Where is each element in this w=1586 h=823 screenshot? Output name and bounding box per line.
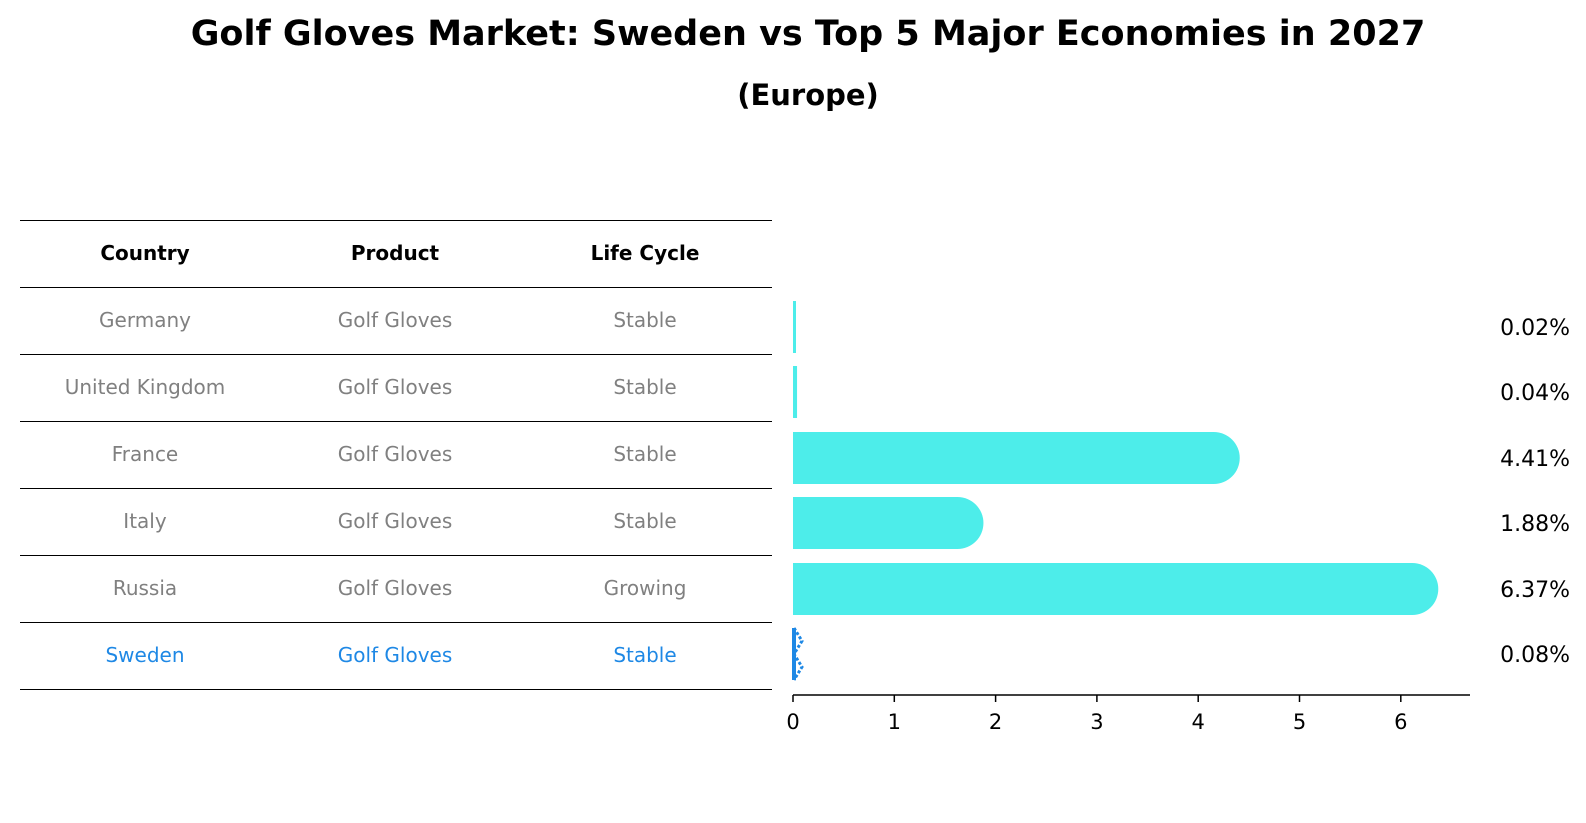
bar	[793, 301, 796, 353]
column-header-product: Product	[350, 241, 440, 265]
life-cycle-cell: Stable	[613, 442, 677, 466]
table-row: Germany Golf Gloves Stable	[20, 287, 772, 354]
x-tick-label: 3	[1090, 710, 1103, 734]
product-cell: Golf Gloves	[337, 308, 453, 332]
country-cell: United Kingdom	[64, 375, 226, 399]
product-cell: Golf Gloves	[337, 375, 453, 399]
value-label: 0.04%	[1500, 381, 1570, 406]
table-header-row: Country Product Life Cycle	[20, 220, 772, 287]
bar	[793, 366, 798, 418]
country-cell: Germany	[99, 308, 191, 332]
x-tick-label: 1	[888, 710, 901, 734]
value-label: 1.88%	[1500, 512, 1570, 537]
life-cycle-cell: Growing	[603, 576, 687, 600]
x-tick-label: 4	[1192, 710, 1205, 734]
x-tick-label: 2	[989, 710, 1002, 734]
country-cell: Sweden	[105, 643, 185, 667]
column-header-life-cycle: Life Cycle	[590, 241, 700, 265]
country-cell: Italy	[123, 509, 167, 533]
x-tick-label: 5	[1293, 710, 1306, 734]
chart-subtitle: (Europe)	[737, 78, 879, 112]
life-cycle-cell: Stable	[613, 375, 677, 399]
table-row: France Golf Gloves Stable	[20, 421, 772, 488]
life-cycle-cell: Stable	[613, 308, 677, 332]
bar	[793, 432, 1240, 484]
life-cycle-cell: Stable	[613, 509, 677, 533]
x-tick-label: 0	[786, 710, 799, 734]
product-cell: Golf Gloves	[337, 509, 453, 533]
value-label: 0.02%	[1500, 316, 1570, 341]
data-table: Country Product Life Cycle Germany Golf …	[20, 220, 772, 690]
value-label: 4.41%	[1500, 447, 1570, 472]
table-row: United Kingdom Golf Gloves Stable	[20, 354, 772, 421]
chart-title: Golf Gloves Market: Sweden vs Top 5 Majo…	[190, 14, 1426, 54]
bar	[793, 563, 1439, 615]
column-header-country: Country	[100, 241, 190, 265]
product-cell: Golf Gloves	[337, 643, 453, 667]
product-cell: Golf Gloves	[337, 576, 453, 600]
value-label: 6.37%	[1500, 578, 1570, 603]
bar	[793, 497, 984, 549]
table-row-highlighted: Sweden Golf Gloves Stable	[20, 622, 772, 690]
country-cell: Russia	[112, 576, 178, 600]
table-row: Russia Golf Gloves Growing	[20, 555, 772, 622]
x-tick-label: 6	[1394, 710, 1407, 734]
value-label: 0.08%	[1500, 643, 1570, 668]
product-cell: Golf Gloves	[337, 442, 453, 466]
life-cycle-cell: Stable	[613, 643, 677, 667]
bar-sweden	[792, 627, 804, 681]
table-row: Italy Golf Gloves Stable	[20, 488, 772, 555]
country-cell: France	[111, 442, 179, 466]
